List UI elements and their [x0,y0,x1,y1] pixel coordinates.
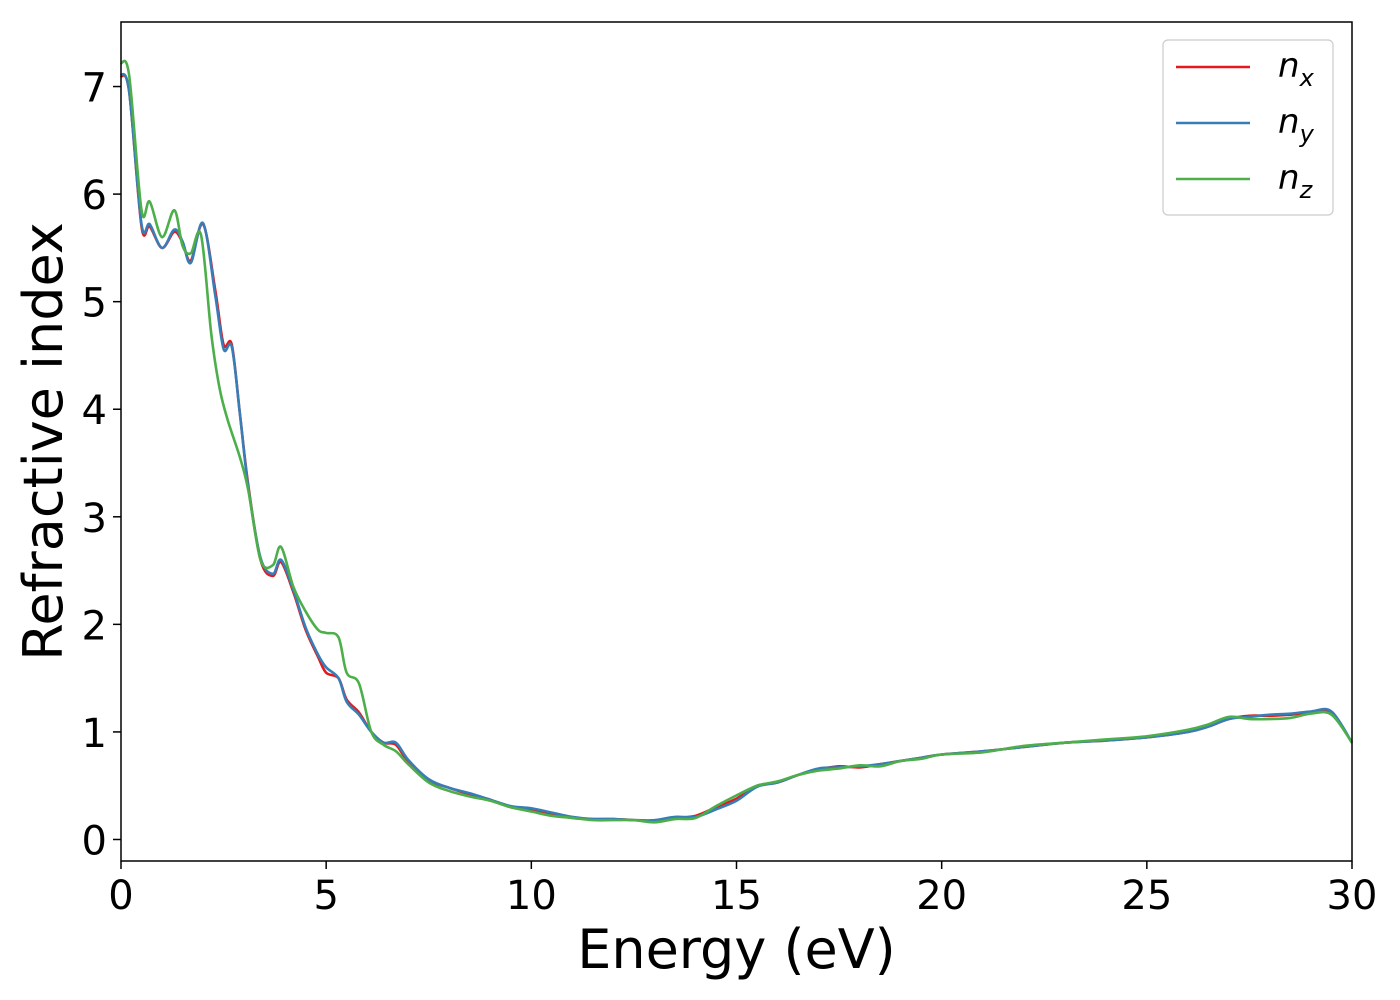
legend-label-subscript: z [1299,176,1314,204]
legend-label-x: nx [1278,46,1315,92]
legend-label-subscript: y [1299,120,1315,148]
y-tick-label: 4 [82,388,107,434]
y-tick-label: 7 [82,66,107,112]
x-tick-label: 10 [506,873,557,919]
y-tick-label: 0 [82,818,107,864]
y-axis-label: Refractive index [12,222,75,661]
legend-label-y: ny [1278,102,1315,148]
x-tick-label: 0 [108,873,133,919]
x-tick-label: 30 [1327,873,1378,919]
legend-label-base: n [1278,102,1300,142]
legend-label-base: n [1278,158,1300,198]
series-line-z [119,59,1354,824]
x-axis-label: Energy (eV) [577,918,896,981]
y-axis-ticks: 0 1 2 3 4 5 6 7 [82,66,121,864]
legend-box [1162,39,1334,216]
x-tick-label: 15 [711,873,762,919]
x-tick-label: 20 [916,873,967,919]
x-axis-ticks: 0 5 10 15 20 25 30 [108,861,1377,919]
y-tick-label: 6 [82,173,107,219]
y-tick-label: 5 [82,281,107,327]
legend-label-base: n [1278,46,1300,86]
legend-label-subscript: x [1299,64,1315,92]
y-tick-label: 3 [82,496,107,542]
y-tick-label: 1 [82,711,107,757]
y-tick-label: 2 [82,603,107,649]
x-tick-label: 5 [313,873,338,919]
plot-lines [119,59,1354,824]
x-tick-label: 25 [1121,873,1172,919]
legend-label-z: nz [1278,158,1314,204]
